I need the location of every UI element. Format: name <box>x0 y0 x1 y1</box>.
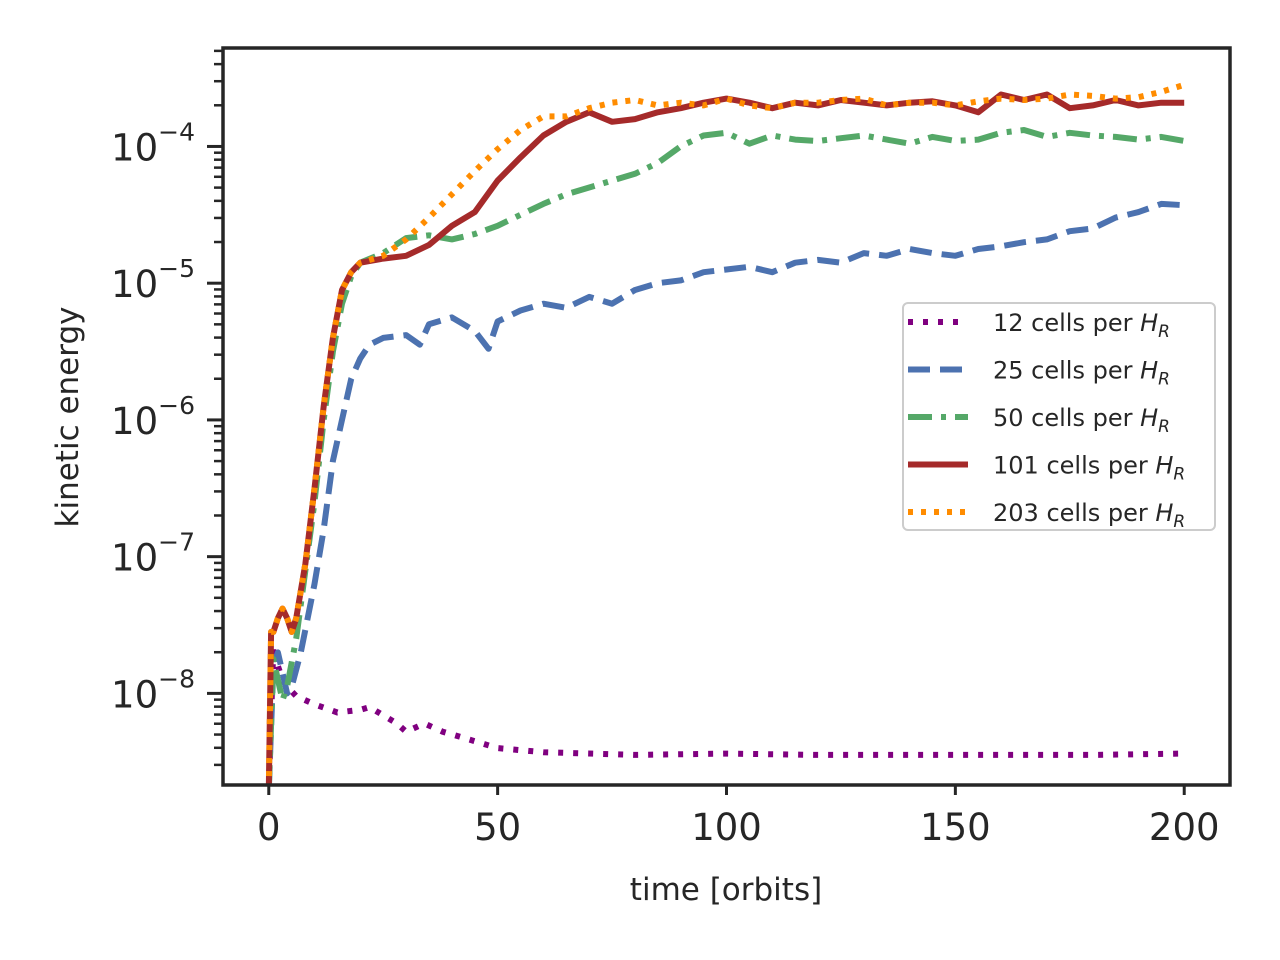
y-tick-label-0: 10−8 <box>111 664 195 716</box>
legend-label-0: 12 cells per HR <box>993 309 1170 342</box>
x-tick-label-3: 150 <box>920 806 991 849</box>
y-tick-label-3: 10−5 <box>111 254 195 306</box>
y-axis-label: kinetic energy <box>50 307 86 528</box>
y-axis: 10−8 10−7 10−6 10−5 10−4 <box>111 49 223 767</box>
legend-label-3: 101 cells per HR <box>993 452 1185 485</box>
series-line-1 <box>265 200 1185 785</box>
y-tick-label-2: 10−6 <box>111 391 195 443</box>
legend-box <box>902 302 1216 531</box>
x-tick-label-1: 50 <box>474 806 521 849</box>
legend-label-1: 25 cells per HR <box>993 357 1170 390</box>
series-layer <box>265 82 1186 785</box>
series-line-0 <box>265 642 1185 785</box>
x-axis: 0 50 100 150 200 <box>257 785 1220 849</box>
series-line-3 <box>265 91 1185 785</box>
x-tick-label-0: 0 <box>257 806 281 849</box>
legend-label-4: 203 cells per HR <box>993 499 1185 532</box>
x-tick-label-4: 200 <box>1149 806 1220 849</box>
y-tick-label-1: 10−7 <box>111 528 195 580</box>
x-axis-label: time [orbits] <box>630 872 822 908</box>
legend: 12 cells per HR 25 cells per HR 50 cells p… <box>902 302 1216 532</box>
x-tick-label-2: 100 <box>691 806 762 849</box>
y-tick-label-4: 10−4 <box>111 117 195 169</box>
legend-label-2: 50 cells per HR <box>993 404 1170 437</box>
series-line-2 <box>265 127 1185 785</box>
